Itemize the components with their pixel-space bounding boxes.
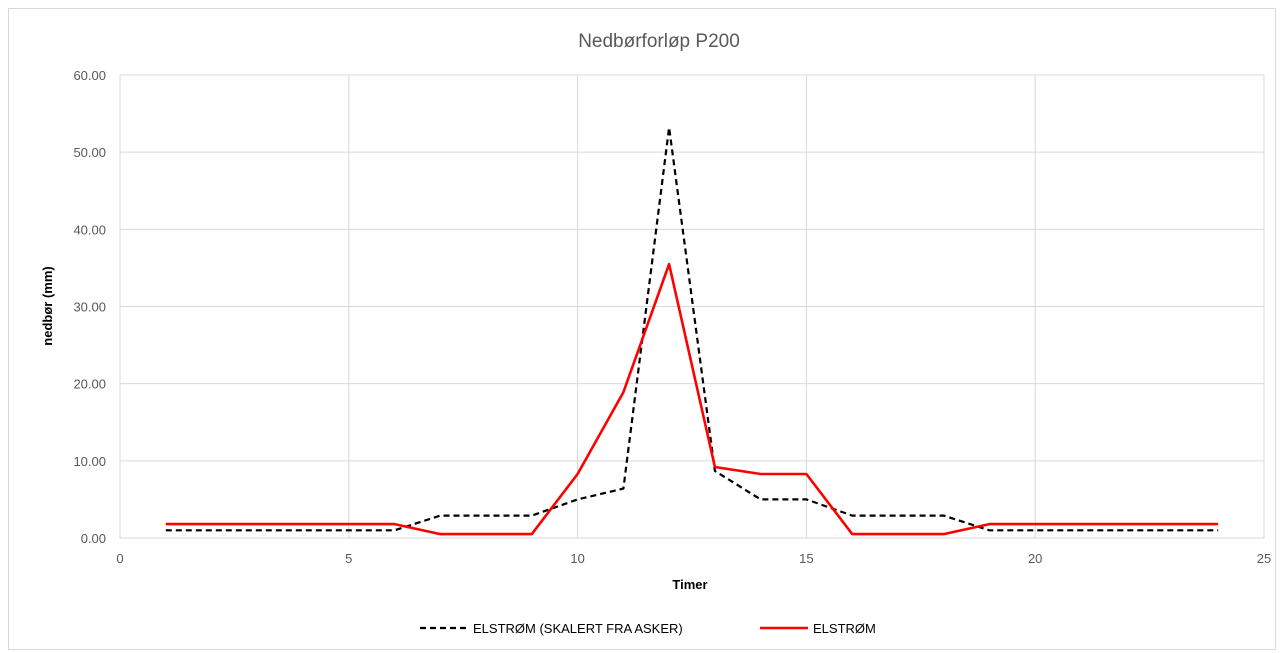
y-tick-label: 20.00 xyxy=(73,377,106,392)
chart-area xyxy=(8,8,1276,650)
legend-label: ELSTRØM (SKALERT FRA ASKER) xyxy=(473,621,683,636)
y-tick-label: 10.00 xyxy=(73,454,106,469)
series-line-1 xyxy=(165,126,1219,532)
x-axis-ticks: 0 5 10 15 20 25 xyxy=(116,551,1271,566)
series-line-2 xyxy=(165,262,1219,536)
y-tick-label: 30.00 xyxy=(73,300,106,315)
x-tick-label: 5 xyxy=(345,551,352,566)
legend: ELSTRØM (SKALERT FRA ASKER) ELSTRØM xyxy=(420,621,876,636)
y-tick-label: 50.00 xyxy=(73,145,106,160)
y-tick-label: 40.00 xyxy=(73,222,106,237)
x-tick-label: 20 xyxy=(1028,551,1042,566)
y-axis-ticks: 0.00 10.00 20.00 30.00 40.00 50.00 60.00 xyxy=(73,68,106,546)
legend-label: ELSTRØM xyxy=(813,621,876,636)
y-tick-label: 0.00 xyxy=(81,531,106,546)
series-lines xyxy=(165,126,1219,536)
chart-title: Nedbørforløp P200 xyxy=(578,31,740,52)
x-tick-label: 10 xyxy=(570,551,584,566)
x-tick-label: 15 xyxy=(799,551,813,566)
x-tick-label: 0 xyxy=(116,551,123,566)
x-tick-label: 25 xyxy=(1257,551,1271,566)
x-axis-title: Timer xyxy=(672,577,707,592)
gridlines xyxy=(119,74,1265,539)
y-axis-title: nedbør (mm) xyxy=(40,266,55,345)
y-tick-label: 60.00 xyxy=(73,68,106,83)
